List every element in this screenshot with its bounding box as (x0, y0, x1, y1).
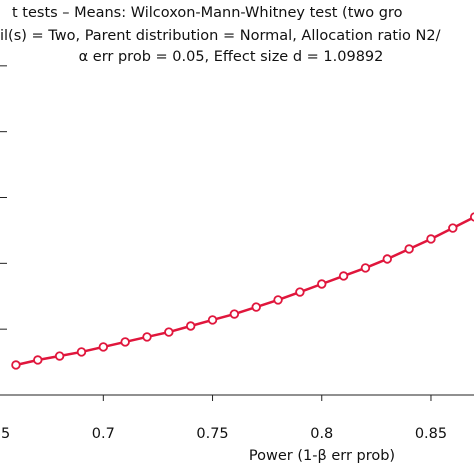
data-point (448, 223, 458, 233)
data-point (295, 287, 305, 297)
data-point (142, 332, 152, 342)
data-point (185, 321, 196, 331)
data-point (76, 347, 87, 357)
x-tick-label: 0.75 (196, 426, 228, 442)
x-axis-label: Power (1-β err prob) (249, 448, 395, 464)
data-point (317, 279, 327, 289)
data-point (469, 212, 474, 222)
data-point (251, 302, 261, 312)
subtitle-line: α err prob = 0.05, Effect size d = 1.098… (79, 49, 384, 65)
data-point (338, 271, 349, 281)
data-point (426, 234, 436, 244)
line-series (15, 215, 474, 367)
data-point (360, 263, 371, 273)
data-point (229, 309, 240, 319)
data-point (11, 360, 21, 370)
x-tick-label: 0.8 (310, 426, 333, 442)
data-point (404, 244, 414, 254)
x-tick-label: 0.65 (0, 426, 10, 442)
subtitle-line: il(s) = Two, Parent distribution = Norma… (0, 28, 441, 44)
data-point (33, 355, 43, 365)
data-point (207, 315, 218, 325)
title-line: t tests – Means: Wilcoxon-Mann-Whitney t… (12, 5, 403, 21)
x-tick-label: 0.7 (92, 426, 115, 442)
x-tick-label: 0.85 (415, 426, 447, 442)
data-point (273, 295, 283, 305)
data-point (120, 337, 130, 347)
data-point (98, 342, 109, 352)
data-point (382, 254, 392, 264)
data-point (164, 327, 174, 337)
data-point (54, 351, 65, 361)
